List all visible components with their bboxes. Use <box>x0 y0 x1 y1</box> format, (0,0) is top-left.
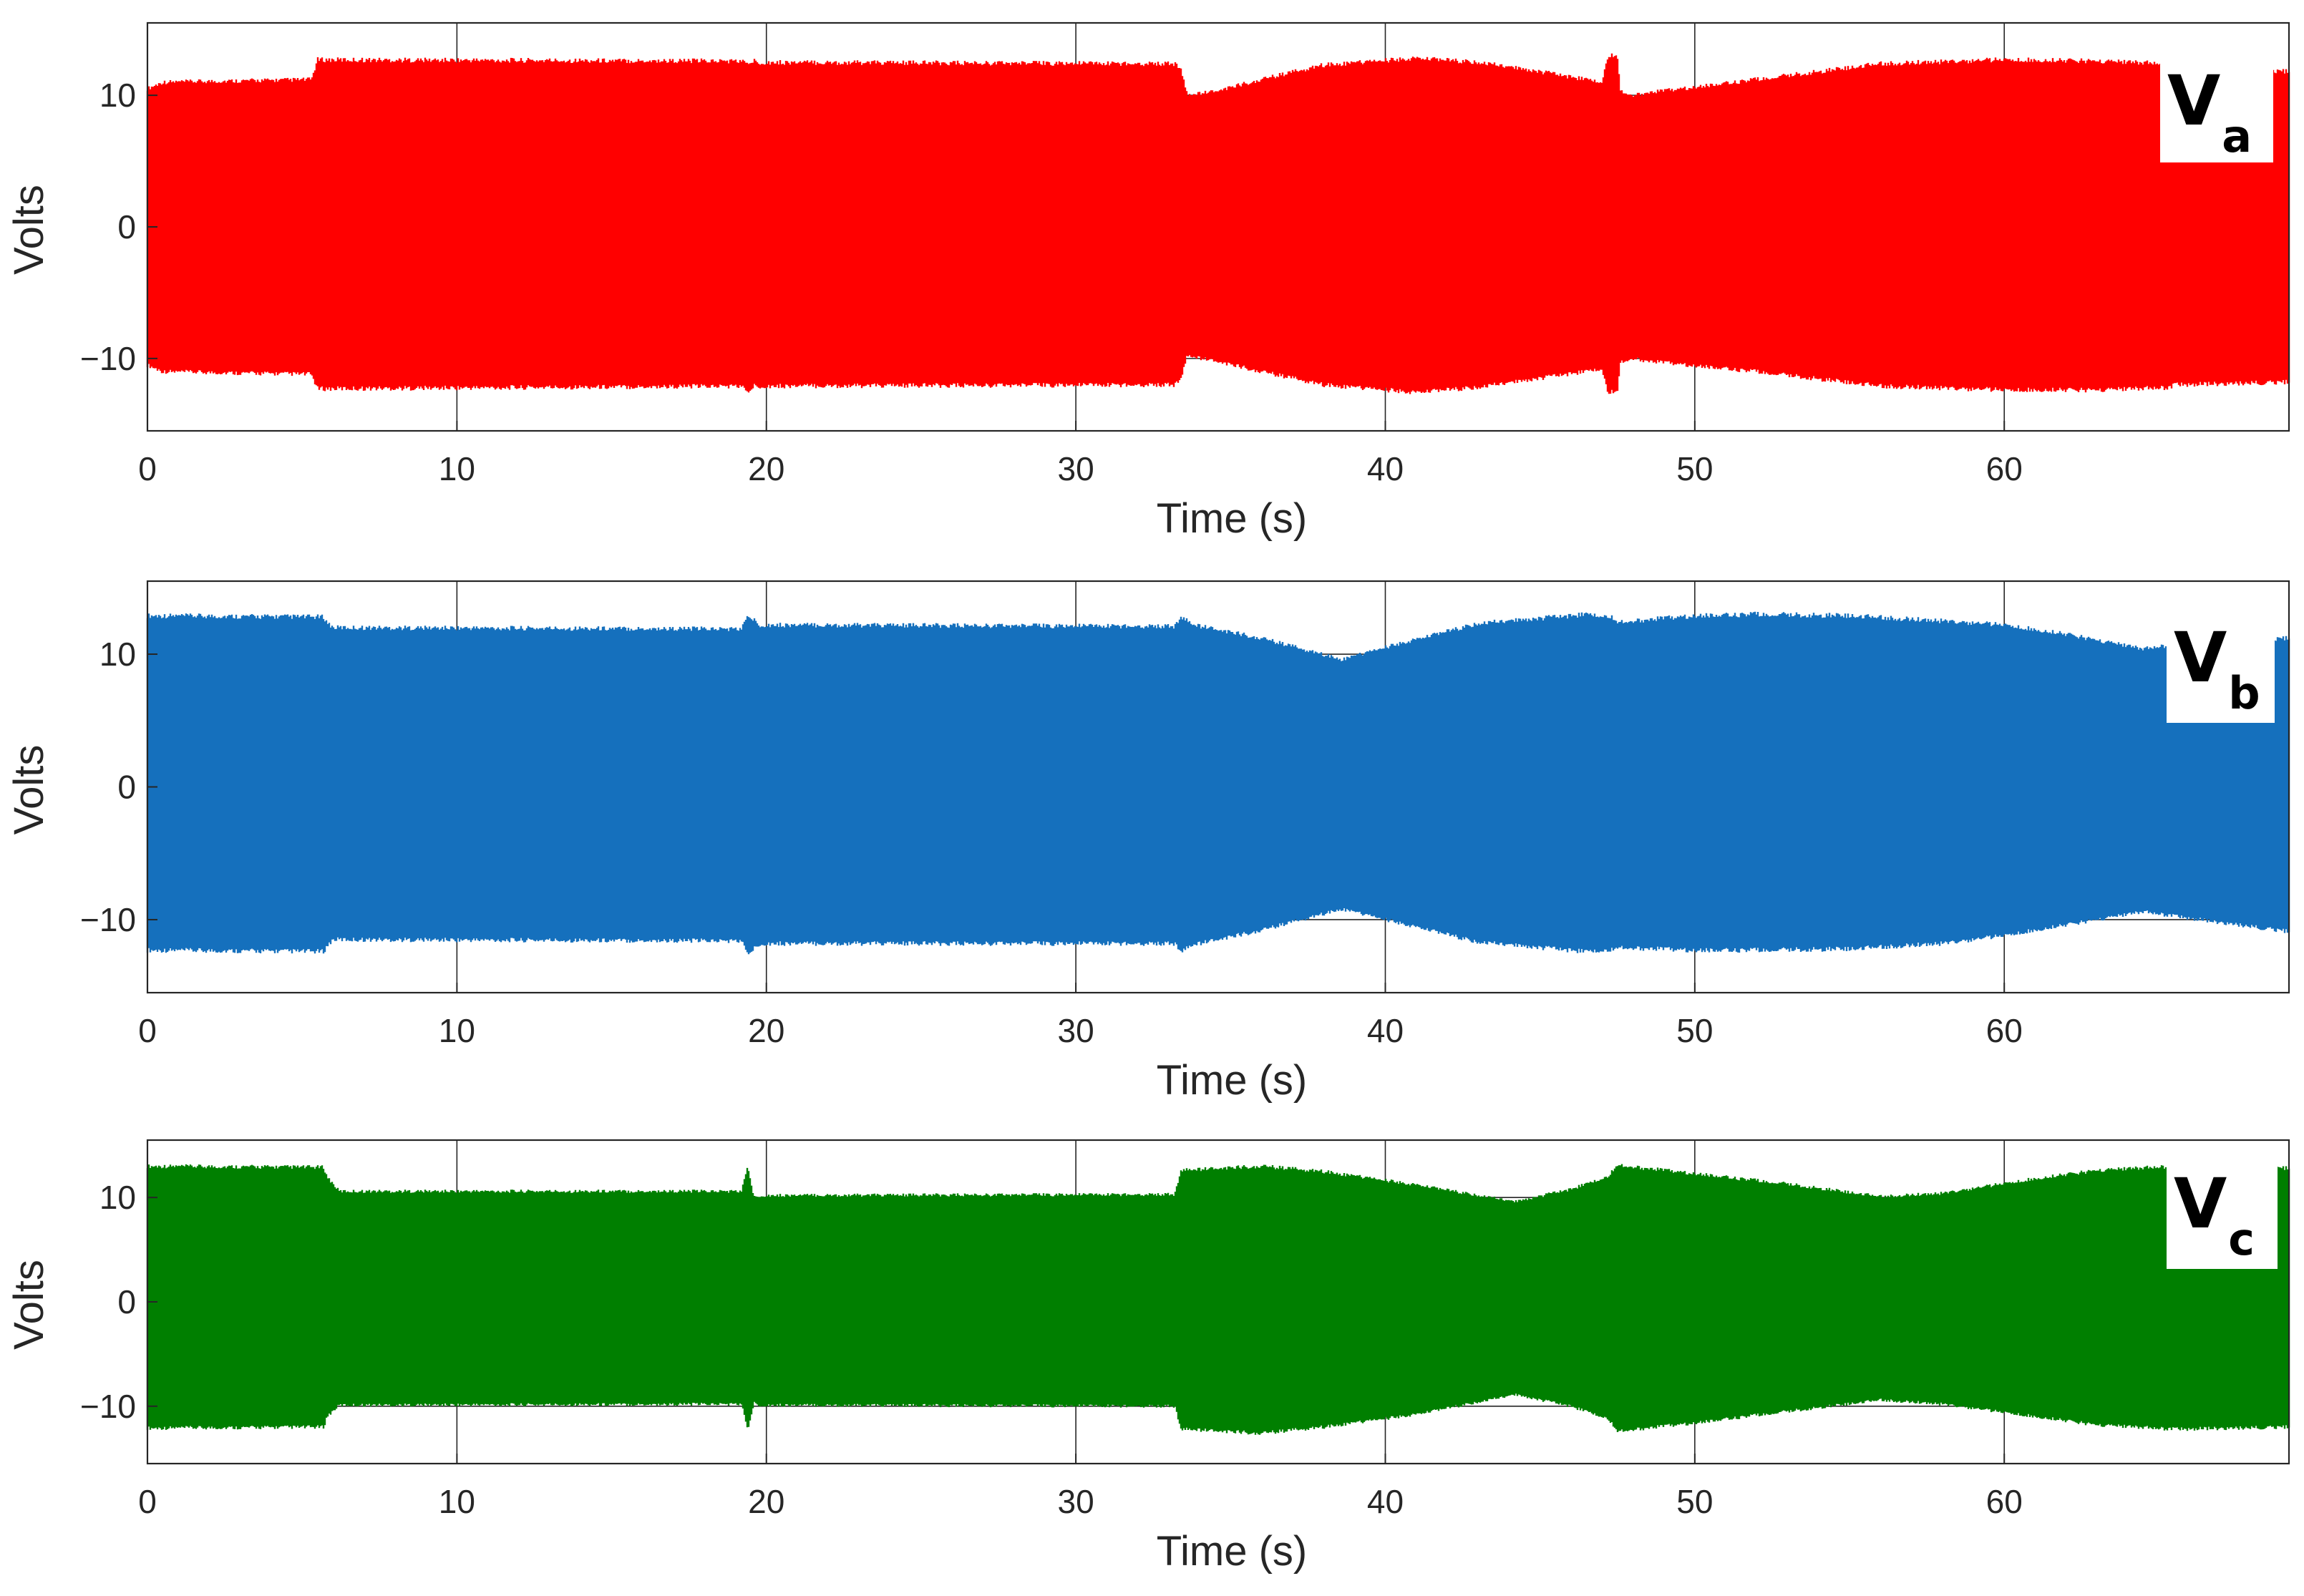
x-tick-label: 30 <box>1058 450 1094 487</box>
x-axis-title: Time (s) <box>1157 1528 1307 1575</box>
x-axis-title: Time (s) <box>1157 1057 1307 1104</box>
y-tick-label: 10 <box>99 636 136 673</box>
x-tick-label: 60 <box>1986 450 2023 487</box>
x-tick-label: 10 <box>439 450 475 487</box>
badge-label: Va <box>2167 61 2252 162</box>
x-tick-label: 20 <box>748 1483 784 1520</box>
x-tick-label: 20 <box>748 1012 784 1049</box>
y-tick-label: 0 <box>117 1283 136 1320</box>
y-tick-label: −10 <box>80 1388 136 1425</box>
signal-vc <box>146 1164 2290 1435</box>
x-tick-label: 10 <box>439 1483 475 1520</box>
x-tick-label: 40 <box>1367 1483 1404 1520</box>
x-tick-label: 50 <box>1676 1012 1713 1049</box>
y-tick-label: 10 <box>99 1179 136 1216</box>
badge-background <box>2167 1162 2278 1269</box>
x-tick-label: 20 <box>748 450 784 487</box>
y-tick-label: 10 <box>99 77 136 114</box>
y-tick-label: −10 <box>80 901 136 938</box>
y-tick-label: 0 <box>117 769 136 806</box>
badge-label: Vb <box>2174 618 2260 719</box>
x-tick-label: 60 <box>1986 1012 2023 1049</box>
panel-va: 0 10 20 30 40 50 60 10 0 −10 Time (s) Volts Va <box>6 21 2290 542</box>
y-tick-label: −10 <box>80 340 136 377</box>
x-tick-label: 40 <box>1367 450 1404 487</box>
series-badge-vb: Vb <box>2167 615 2275 723</box>
badge-background <box>2160 59 2273 162</box>
y-tick-label: 0 <box>117 208 136 245</box>
x-tick-label: 30 <box>1058 1483 1094 1520</box>
x-tick-label: 30 <box>1058 1012 1094 1049</box>
badge-background <box>2167 615 2275 723</box>
series-badge-va: Va <box>2160 59 2273 162</box>
y-axis-title: Volts <box>6 1260 52 1350</box>
signal-vb <box>146 611 2290 955</box>
x-tick-label: 0 <box>138 450 157 487</box>
x-tick-label: 50 <box>1676 1483 1713 1520</box>
y-axis-title: Volts <box>6 745 52 835</box>
x-tick-label: 50 <box>1676 450 1713 487</box>
badge-label: Vc <box>2174 1164 2255 1265</box>
x-tick-label: 10 <box>439 1012 475 1049</box>
x-axis-title: Time (s) <box>1157 495 1307 542</box>
y-axis-title: Volts <box>6 185 52 275</box>
x-tick-label: 40 <box>1367 1012 1404 1049</box>
x-tick-label: 0 <box>138 1483 157 1520</box>
panel-vc: 0 10 20 30 40 50 60 10 0 −10 Time (s) Volts Vc <box>6 1139 2290 1575</box>
panel-vb: 0 10 20 30 40 50 60 10 0 −10 Time (s) Volts Vb <box>6 580 2290 1104</box>
x-tick-label: 0 <box>138 1012 157 1049</box>
signal-va <box>146 53 2290 394</box>
series-badge-vc: Vc <box>2167 1162 2278 1269</box>
x-tick-label: 60 <box>1986 1483 2023 1520</box>
